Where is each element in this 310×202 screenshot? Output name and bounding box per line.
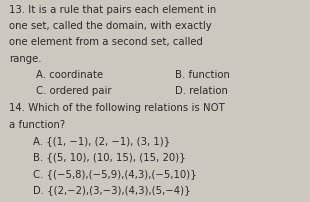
Text: 13. It is a rule that pairs each element in: 13. It is a rule that pairs each element… [9, 5, 217, 15]
Text: A. {(1, −1), (2, −1), (3, 1)}: A. {(1, −1), (2, −1), (3, 1)} [33, 136, 170, 146]
Text: C. ordered pair: C. ordered pair [36, 86, 111, 96]
Text: a function?: a function? [9, 120, 65, 130]
Text: range.: range. [9, 54, 42, 64]
Text: D. {(2,−2),(3,−3),(4,3),(5,−4)}: D. {(2,−2),(3,−3),(4,3),(5,−4)} [33, 185, 190, 196]
Text: D. relation: D. relation [175, 86, 228, 96]
Text: B. {(5, 10), (10, 15), (15, 20)}: B. {(5, 10), (10, 15), (15, 20)} [33, 153, 185, 163]
Text: B. function: B. function [175, 70, 230, 80]
Text: C. {(−5,8),(−5,9),(4,3),(−5,10)}: C. {(−5,8),(−5,9),(4,3),(−5,10)} [33, 169, 196, 179]
Text: 14. Which of the following relations is NOT: 14. Which of the following relations is … [9, 103, 225, 114]
Text: one set, called the domain, with exactly: one set, called the domain, with exactly [9, 21, 212, 31]
Text: one element from a second set, called: one element from a second set, called [9, 37, 203, 47]
Text: A. coordinate: A. coordinate [36, 70, 103, 80]
